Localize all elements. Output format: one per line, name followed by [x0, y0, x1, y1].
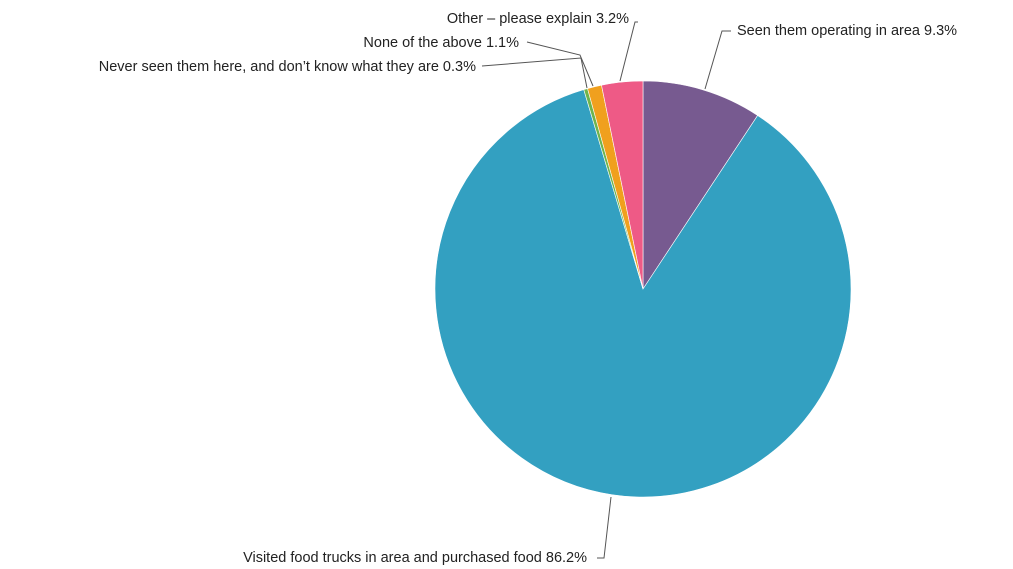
- leader-lines: [481, 21, 731, 559]
- slice-label-none-above: None of the above 1.1%: [363, 35, 519, 51]
- leader-line-never-seen: [481, 57, 588, 89]
- slice-label-other-explain: Other – please explain 3.2%: [447, 11, 629, 27]
- pie-slices: [434, 80, 852, 498]
- leader-line-visited-purchased: [597, 496, 612, 559]
- pie-slice-visited-purchased: [434, 89, 852, 498]
- slice-labels: Seen them operating in area 9.3% Visited …: [99, 11, 957, 566]
- leader-line-none-above: [526, 41, 594, 87]
- slice-label-visited-purchased: Visited food trucks in area and purchase…: [243, 550, 587, 566]
- slice-label-never-seen: Never seen them here, and don’t know wha…: [99, 59, 476, 75]
- pie-slice-seen-operating: [642, 80, 759, 290]
- pie-slice-other-explain: [601, 80, 644, 290]
- slice-label-seen-operating: Seen them operating in area 9.3%: [737, 23, 957, 39]
- leader-line-other-explain: [619, 21, 638, 82]
- leader-line-seen-operating: [704, 30, 731, 90]
